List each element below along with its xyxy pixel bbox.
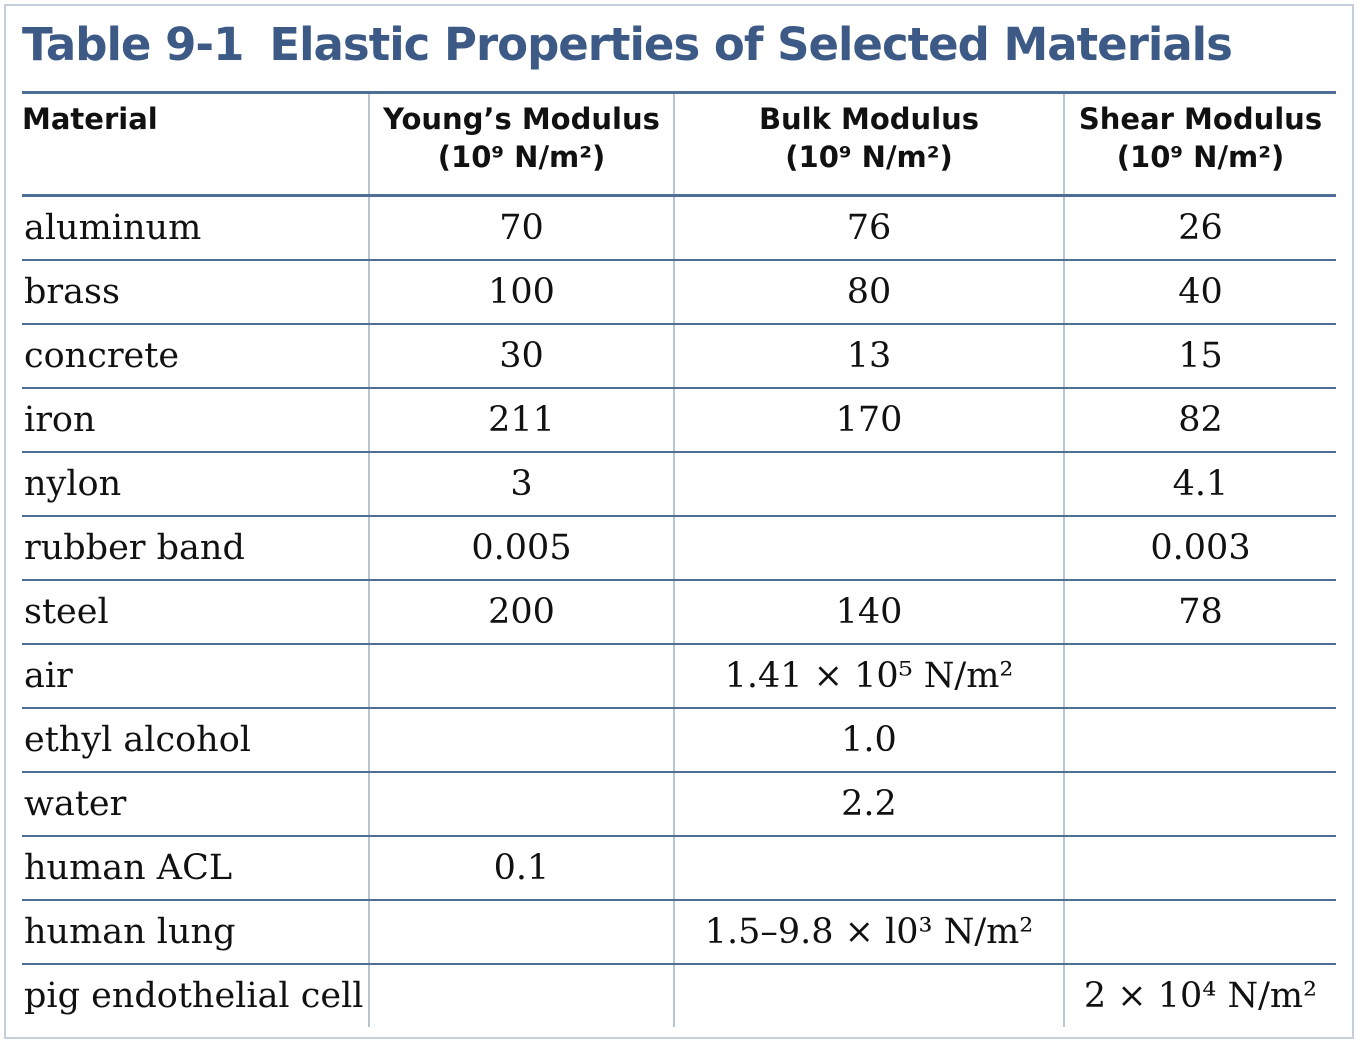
- material-cell: iron: [22, 388, 369, 453]
- youngs-modulus-cell: 100: [368, 260, 674, 325]
- bulk-modulus-cell: [673, 516, 1064, 581]
- material-cell: nylon: [22, 452, 369, 517]
- material-cell: aluminum: [22, 195, 369, 261]
- header-row: Material Young’s Modulus (10⁹ N/m²) Bulk …: [22, 94, 1336, 197]
- youngs-modulus-cell: 30: [368, 324, 674, 389]
- material-cell: concrete: [22, 324, 369, 389]
- column-unit: (10⁹ N/m²): [1116, 140, 1285, 174]
- shear-modulus-cell: 2 × 10⁴ N/m²: [1063, 964, 1336, 1027]
- shear-modulus-cell: 40: [1063, 260, 1336, 325]
- material-cell: brass: [22, 260, 369, 325]
- bulk-modulus-cell: 1.41 × 10⁵ N/m²: [673, 644, 1064, 709]
- youngs-modulus-cell: [368, 900, 674, 965]
- table-row: steel 200 140 78: [22, 580, 1336, 645]
- table-row: rubber band 0.005 0.003: [22, 516, 1336, 581]
- elastic-properties-table: Material Young’s Modulus (10⁹ N/m²) Bulk …: [22, 94, 1336, 1027]
- bulk-modulus-cell: 13: [673, 324, 1064, 389]
- bulk-modulus-cell: [673, 836, 1064, 901]
- shear-modulus-cell: [1063, 836, 1336, 901]
- table-row: concrete 30 13 15: [22, 324, 1336, 389]
- column-header-bulk-modulus: Bulk Modulus (10⁹ N/m²): [673, 94, 1064, 197]
- youngs-modulus-cell: 70: [368, 195, 674, 261]
- youngs-modulus-cell: [368, 708, 674, 773]
- column-header-shear-modulus: Shear Modulus (10⁹ N/m²): [1063, 94, 1336, 197]
- header-top-rule: [22, 91, 1336, 94]
- table-title-text: Elastic Properties of Selected Materials: [269, 18, 1233, 71]
- material-cell: human lung: [22, 900, 369, 965]
- table-row: ethyl alcohol 1.0: [22, 708, 1336, 773]
- shear-modulus-cell: 78: [1063, 580, 1336, 645]
- material-cell: steel: [22, 580, 369, 645]
- column-unit: (10⁹ N/m²): [437, 140, 606, 174]
- shear-modulus-cell: [1063, 644, 1336, 709]
- table-row: water 2.2: [22, 772, 1336, 837]
- bulk-modulus-cell: 76: [673, 195, 1064, 261]
- youngs-modulus-cell: [368, 964, 674, 1027]
- material-cell: human ACL: [22, 836, 369, 901]
- table-row: human lung 1.5–9.8 × l0³ N/m²: [22, 900, 1336, 965]
- bulk-modulus-cell: 2.2: [673, 772, 1064, 837]
- bulk-modulus-cell: 80: [673, 260, 1064, 325]
- material-cell: pig endothelial cell: [24, 976, 364, 1016]
- table-row: air 1.41 × 10⁵ N/m²: [22, 644, 1336, 709]
- table-row: aluminum 70 76 26: [22, 195, 1336, 261]
- column-header-material: Material: [22, 94, 369, 197]
- youngs-modulus-cell: 3: [368, 452, 674, 517]
- shear-modulus-cell: 0.003: [1063, 516, 1336, 581]
- bulk-modulus-cell: [673, 452, 1064, 517]
- material-cell: air: [22, 644, 369, 709]
- table-title: Table 9-1 Elastic Properties of Selected …: [22, 18, 1233, 71]
- youngs-modulus-cell: 0.005: [368, 516, 674, 581]
- shear-modulus-cell: [1063, 772, 1336, 837]
- column-header-youngs-modulus: Young’s Modulus (10⁹ N/m²): [368, 94, 674, 197]
- bulk-modulus-cell: 170: [673, 388, 1064, 453]
- youngs-modulus-cell: 211: [368, 388, 674, 453]
- shear-modulus-cell: [1063, 900, 1336, 965]
- table-row: nylon 3 4.1: [22, 452, 1336, 517]
- material-cell: rubber band: [22, 516, 369, 581]
- table-number: Table 9-1: [22, 18, 244, 71]
- table-row: brass 100 80 40: [22, 260, 1336, 325]
- shear-modulus-cell: 82: [1063, 388, 1336, 453]
- material-cell: water: [22, 772, 369, 837]
- youngs-modulus-cell: 200: [368, 580, 674, 645]
- bulk-modulus-cell: 1.5–9.8 × l0³ N/m²: [673, 900, 1064, 965]
- table-row: pig endothelial cell 2 × 10⁴ N/m²: [22, 964, 1336, 1027]
- youngs-modulus-cell: 0.1: [368, 836, 674, 901]
- shear-modulus-cell: 4.1: [1063, 452, 1336, 517]
- shear-modulus-cell: 26: [1063, 195, 1336, 261]
- shear-modulus-cell: [1063, 708, 1336, 773]
- bulk-modulus-cell: 1.0: [673, 708, 1064, 773]
- shear-modulus-cell: 15: [1063, 324, 1336, 389]
- column-unit: (10⁹ N/m²): [785, 140, 953, 174]
- table-row: iron 211 170 82: [22, 388, 1336, 453]
- bulk-modulus-cell: 140: [673, 580, 1064, 645]
- material-cell: ethyl alcohol: [22, 708, 369, 773]
- bulk-modulus-cell: [673, 964, 1064, 1027]
- table-row: human ACL 0.1: [22, 836, 1336, 901]
- youngs-modulus-cell: [368, 644, 674, 709]
- youngs-modulus-cell: [368, 772, 674, 837]
